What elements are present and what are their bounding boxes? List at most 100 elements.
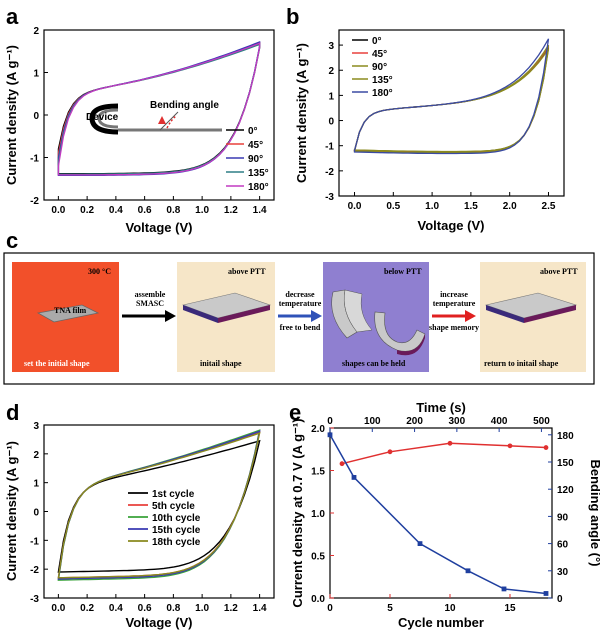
chart-e-toptick-4: 400	[491, 416, 508, 427]
box3-top-text: below PTT	[384, 267, 422, 276]
chart-d-legend-label-2: 10th cycle	[152, 513, 201, 524]
chart-e-angle-line	[329, 434, 547, 595]
chart-d-ytick-1: -2	[30, 565, 39, 576]
chart-d-xtick-5: 1.0	[195, 603, 209, 614]
chart-e-angle-point-0	[327, 432, 333, 438]
chart-d-legend-label-3: 15th cycle	[152, 525, 201, 536]
chart-b-legend-label-0: 0°	[372, 36, 382, 47]
chart-e-y2tick-3: 90	[557, 512, 569, 523]
arrow2-text-1: decrease	[285, 290, 315, 299]
chart-e-ytick-0: 0.0	[311, 594, 325, 605]
chart-e-current-point-0	[339, 461, 345, 467]
chart-a-legend-label-3: 135°	[248, 168, 269, 179]
chart-d-tickmarks	[44, 424, 261, 599]
device-flat-side-icon	[183, 305, 218, 323]
chart-a-ytick-4: 2	[33, 26, 39, 37]
panel-label-e: e	[289, 400, 301, 425]
chart-e-ytick-1: 0.5	[311, 552, 325, 563]
chart-e-top-xlabel: Time (s)	[416, 400, 466, 415]
chart-a-ytick-3: 1	[33, 69, 39, 80]
panel-label-c: c	[6, 228, 18, 253]
chart-e-angle-point-4	[501, 586, 507, 592]
chart-a: 0.0 0.2 0.4 0.6 0.8 1.0 1.2 1.4 -2 -1 0 …	[4, 26, 275, 235]
chart-a-xtick-5: 1.0	[195, 205, 209, 216]
chart-b-legend-label-3: 135°	[372, 75, 393, 86]
chart-b-xtick-3: 1.5	[464, 201, 478, 212]
chart-d-xtick-3: 0.6	[138, 603, 152, 614]
chart-e-series	[327, 432, 549, 596]
chart-b-legend-label-1: 45°	[372, 49, 387, 60]
chart-e-toptick-3: 300	[449, 416, 466, 427]
chart-e-y2tick-0: 0	[557, 594, 563, 605]
arrow3-text-2: temperature	[433, 299, 476, 308]
chart-b-yticks: -3 -2 -1 0 1 2 3	[325, 41, 334, 203]
box4-bottom-text: return to initail shape	[484, 359, 559, 368]
chart-d-ytick-5: 2	[33, 450, 39, 461]
chart-e-ytick-3: 1.5	[311, 467, 325, 478]
chart-b-curves	[353, 38, 550, 155]
chart-b: 0.0 0.5 1.0 1.5 2.0 2.5 -3 -2 -1 0 1 2 3…	[294, 29, 565, 233]
chart-d-legend-label-1: 5th cycle	[152, 501, 195, 512]
chart-b-xtick-5: 2.5	[542, 201, 556, 212]
chart-a-xtick-3: 0.6	[138, 205, 152, 216]
chart-e-angle-point-3	[465, 568, 471, 574]
chart-b-tickmarks	[339, 44, 549, 197]
chart-e-xtick-3: 15	[504, 603, 516, 614]
box2-bottom-text: initail shape	[200, 359, 242, 368]
chart-e-toptick-1: 100	[364, 416, 381, 427]
chart-d-xtick-1: 0.2	[80, 603, 94, 614]
panel-label-b: b	[286, 4, 299, 29]
device-restored-edge-icon	[524, 305, 576, 323]
chart-b-legend-label-2: 90°	[372, 62, 387, 73]
arrow3-text-3: shape memory	[429, 323, 479, 332]
angle-guide-line	[159, 111, 179, 131]
chart-b-ytick-6: 3	[328, 41, 334, 52]
chart-e-y2tick-2: 60	[557, 540, 569, 551]
chart-d-legend-label-4: 18th cycle	[152, 537, 201, 548]
chart-b-ytick-2: -1	[325, 142, 334, 153]
chart-b-xtick-0: 0.0	[348, 201, 362, 212]
chart-e-angle-point-5	[543, 591, 549, 596]
chart-a-inset: Device Bending angle	[86, 100, 222, 135]
chart-d-legend: 1st cycle 5th cycle 10th cycle 15th cycl…	[128, 489, 201, 548]
chart-d-ytick-6: 3	[33, 421, 39, 432]
chart-e-current-point-3	[507, 443, 513, 449]
chart-e-y2tick-1: 30	[557, 567, 569, 578]
schematic-c: 300 °C TNA film set the initial shape as…	[3, 252, 595, 385]
arrow3-head-icon	[465, 310, 476, 322]
chart-a-xtick-6: 1.2	[224, 205, 238, 216]
chart-e-current-point-2	[447, 440, 453, 446]
angle-arc-icon	[166, 115, 177, 129]
chart-d-xtick-4: 0.8	[166, 603, 180, 614]
chart-a-xtick-0: 0.0	[51, 205, 65, 216]
arrow2-text-2: temperature	[279, 299, 322, 308]
chart-b-ylabel: Current density (A g⁻¹)	[294, 43, 309, 183]
bent-device-2-edge-icon	[397, 334, 425, 356]
chart-d-ytick-0: -3	[30, 594, 39, 605]
chart-e-current-point-4	[543, 445, 549, 450]
chart-e-xtick-1: 5	[387, 603, 393, 614]
chart-d-curves	[57, 429, 261, 581]
chart-e-xtick-2: 10	[444, 603, 456, 614]
chart-a-xtick-1: 0.2	[80, 205, 94, 216]
chart-a-legend-label-4: 180°	[248, 182, 269, 193]
chart-a-xtick-7: 1.4	[253, 205, 267, 216]
box3-bottom-text: shapes can be held	[342, 359, 406, 368]
angle-arrow-icon	[158, 116, 166, 124]
chart-d-curve-0	[57, 439, 261, 573]
bent-device-2-icon	[374, 311, 426, 352]
device-bent-icon	[89, 103, 119, 135]
arrow1-text-2: SMASC	[136, 299, 164, 308]
chart-e-y2tick-5: 150	[557, 458, 574, 469]
chart-a-legend-label-2: 90°	[248, 154, 263, 165]
chart-d-xlabel: Voltage (V)	[126, 615, 193, 630]
chart-b-legend-label-4: 180°	[372, 88, 393, 99]
chart-e-xtick-0: 0	[327, 603, 333, 614]
chart-e: 0 5 10 15 0.0 0.5 1.0 1.5 2.0 0 30 60 90…	[290, 400, 600, 630]
chart-e-y2tick-4: 120	[557, 485, 574, 496]
device-restored-side-icon	[486, 305, 524, 323]
arrow2-text-3: free to bend	[280, 323, 321, 332]
chart-e-ylabel: Current density at 0.7 V (A g⁻¹)	[290, 418, 305, 607]
chart-d-curve-4	[57, 432, 261, 579]
